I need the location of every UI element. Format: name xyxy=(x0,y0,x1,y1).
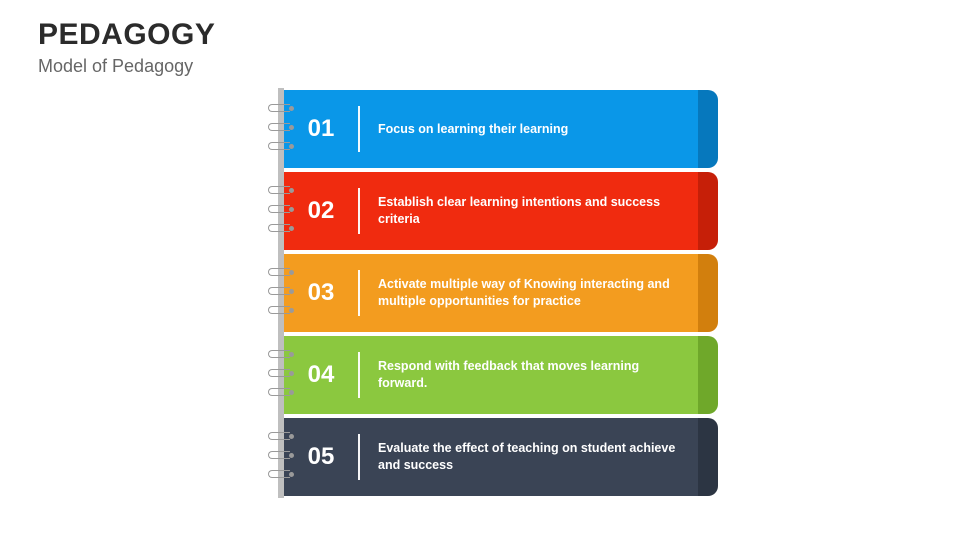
ring-icon xyxy=(268,224,290,232)
ring-group xyxy=(268,336,298,414)
notebook-row: 05Evaluate the effect of teaching on stu… xyxy=(284,418,698,496)
row-bar: 01Focus on learning their learning xyxy=(284,90,698,168)
ring-icon xyxy=(268,104,290,112)
notebook-rows-container: 01Focus on learning their learning02Esta… xyxy=(284,90,698,500)
ring-icon xyxy=(268,123,290,131)
page-subtitle: Model of Pedagogy xyxy=(38,56,193,77)
row-description: Respond with feedback that moves learnin… xyxy=(360,358,698,392)
ring-icon xyxy=(268,369,290,377)
page-title: PEDAGOGY xyxy=(38,18,215,52)
ring-icon xyxy=(268,268,290,276)
ring-icon xyxy=(268,451,290,459)
row-description: Evaluate the effect of teaching on stude… xyxy=(360,440,698,474)
ring-group xyxy=(268,90,298,168)
row-divider xyxy=(358,188,360,234)
row-divider xyxy=(358,270,360,316)
notebook-row: 03Activate multiple way of Knowing inter… xyxy=(284,254,698,332)
ring-icon xyxy=(268,432,290,440)
ring-icon xyxy=(268,306,290,314)
ring-icon xyxy=(268,142,290,150)
row-bar: 02Establish clear learning intentions an… xyxy=(284,172,698,250)
ring-icon xyxy=(268,350,290,358)
row-description: Activate multiple way of Knowing interac… xyxy=(360,276,698,310)
row-divider xyxy=(358,434,360,480)
ring-icon xyxy=(268,186,290,194)
row-description: Establish clear learning intentions and … xyxy=(360,194,698,228)
ring-icon xyxy=(268,205,290,213)
ring-group xyxy=(268,254,298,332)
row-description: Focus on learning their learning xyxy=(360,121,698,138)
ring-icon xyxy=(268,388,290,396)
row-bar: 03Activate multiple way of Knowing inter… xyxy=(284,254,698,332)
row-divider xyxy=(358,352,360,398)
ring-group xyxy=(268,172,298,250)
ring-group xyxy=(268,418,298,496)
notebook-row: 01Focus on learning their learning xyxy=(284,90,698,168)
row-divider xyxy=(358,106,360,152)
row-bar: 05Evaluate the effect of teaching on stu… xyxy=(284,418,698,496)
notebook-row: 04Respond with feedback that moves learn… xyxy=(284,336,698,414)
ring-icon xyxy=(268,470,290,478)
row-bar: 04Respond with feedback that moves learn… xyxy=(284,336,698,414)
notebook-row: 02Establish clear learning intentions an… xyxy=(284,172,698,250)
ring-icon xyxy=(268,287,290,295)
